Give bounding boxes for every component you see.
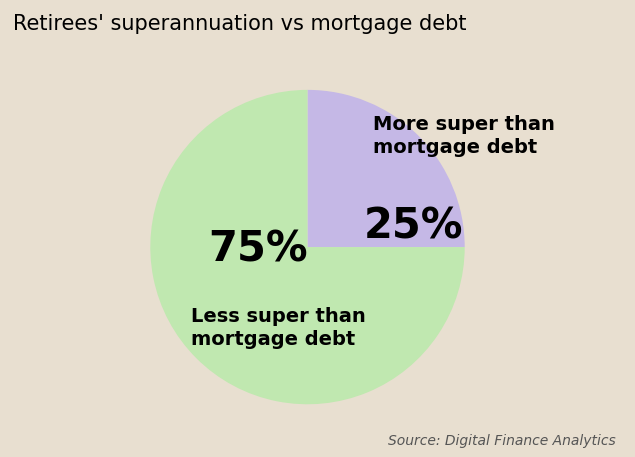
Text: 25%: 25%	[363, 206, 463, 248]
Wedge shape	[307, 90, 465, 247]
Text: Less super than
mortgage debt: Less super than mortgage debt	[190, 307, 365, 349]
Text: More super than
mortgage debt: More super than mortgage debt	[373, 115, 555, 157]
Text: Retirees' superannuation vs mortgage debt: Retirees' superannuation vs mortgage deb…	[13, 14, 466, 34]
Text: 75%: 75%	[208, 228, 307, 271]
Text: Source: Digital Finance Analytics: Source: Digital Finance Analytics	[388, 434, 616, 448]
Wedge shape	[150, 90, 465, 404]
